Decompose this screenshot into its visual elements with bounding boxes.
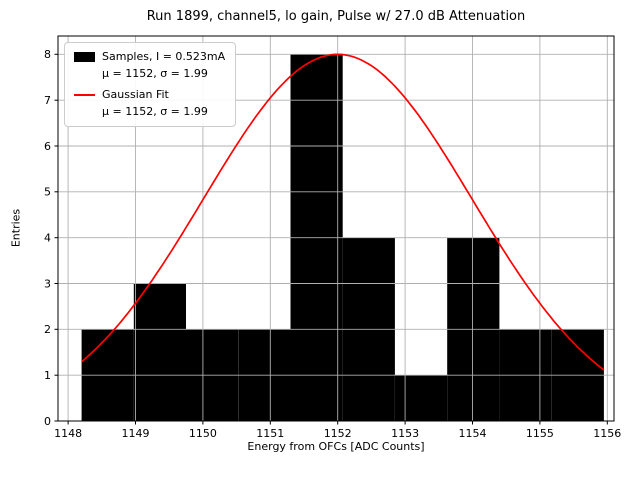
legend-label-gaussian-fit: Gaussian Fit [102, 88, 169, 101]
legend-sublabel-gaussian-fit: μ = 1152, σ = 1.99 [102, 104, 208, 118]
svg-text:1156: 1156 [593, 427, 621, 440]
svg-text:2: 2 [44, 323, 51, 336]
svg-text:5: 5 [44, 186, 51, 199]
svg-text:6: 6 [44, 140, 51, 153]
svg-text:1: 1 [44, 369, 51, 382]
x-axis-label: Energy from OFCs [ADC Counts] [247, 440, 425, 453]
svg-text:1150: 1150 [189, 427, 217, 440]
y-axis-label: Entries [9, 208, 23, 248]
legend-label-samples: Samples, I = 0.523mA [102, 50, 226, 63]
svg-text:3: 3 [44, 277, 51, 290]
svg-text:4: 4 [44, 232, 51, 245]
svg-text:1153: 1153 [391, 427, 419, 440]
svg-text:1155: 1155 [526, 427, 554, 440]
svg-text:1152: 1152 [324, 427, 352, 440]
svg-text:8: 8 [44, 48, 51, 61]
svg-text:7: 7 [44, 94, 51, 107]
legend-sublabel-samples: μ = 1152, σ = 1.99 [102, 66, 208, 80]
legend-entry-gaussian-fit: Gaussian Fit μ = 1152, σ = 1.99 [74, 87, 225, 120]
svg-text:1148: 1148 [54, 427, 82, 440]
svg-text:1154: 1154 [459, 427, 487, 440]
legend-entry-samples: Samples, I = 0.523mA μ = 1152, σ = 1.99 [74, 49, 225, 82]
svg-text:0: 0 [44, 415, 51, 428]
samples-swatch-icon [74, 52, 95, 63]
svg-text:1149: 1149 [122, 427, 150, 440]
chart-title: Run 1899, channel5, lo gain, Pulse w/ 27… [146, 9, 526, 24]
gaussian-fit-swatch-icon [74, 94, 95, 97]
svg-text:1151: 1151 [256, 427, 284, 440]
legend: Samples, I = 0.523mA μ = 1152, σ = 1.99 … [64, 42, 237, 127]
